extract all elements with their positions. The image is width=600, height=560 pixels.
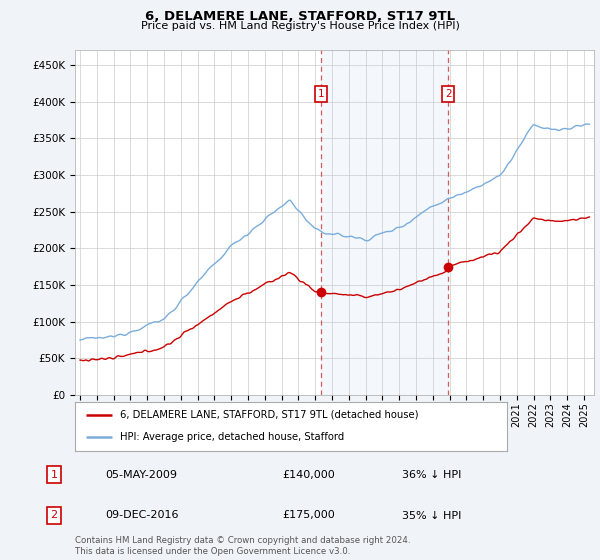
Text: HPI: Average price, detached house, Stafford: HPI: Average price, detached house, Staf… (121, 432, 344, 442)
Text: Price paid vs. HM Land Registry's House Price Index (HPI): Price paid vs. HM Land Registry's House … (140, 21, 460, 31)
Text: 6, DELAMERE LANE, STAFFORD, ST17 9TL: 6, DELAMERE LANE, STAFFORD, ST17 9TL (145, 10, 455, 23)
Text: £175,000: £175,000 (282, 511, 335, 520)
Text: 35% ↓ HPI: 35% ↓ HPI (402, 511, 461, 520)
Text: 05-MAY-2009: 05-MAY-2009 (105, 470, 177, 479)
Text: £140,000: £140,000 (282, 470, 335, 479)
Text: Contains HM Land Registry data © Crown copyright and database right 2024.
This d: Contains HM Land Registry data © Crown c… (75, 536, 410, 556)
Text: 36% ↓ HPI: 36% ↓ HPI (402, 470, 461, 479)
Text: 2: 2 (445, 90, 452, 99)
Text: 09-DEC-2016: 09-DEC-2016 (105, 511, 179, 520)
Text: 1: 1 (318, 90, 325, 99)
Text: 1: 1 (50, 470, 58, 479)
Bar (321, 50, 448, 395)
Text: 6, DELAMERE LANE, STAFFORD, ST17 9TL (detached house): 6, DELAMERE LANE, STAFFORD, ST17 9TL (de… (121, 410, 419, 420)
Text: 2: 2 (50, 511, 58, 520)
